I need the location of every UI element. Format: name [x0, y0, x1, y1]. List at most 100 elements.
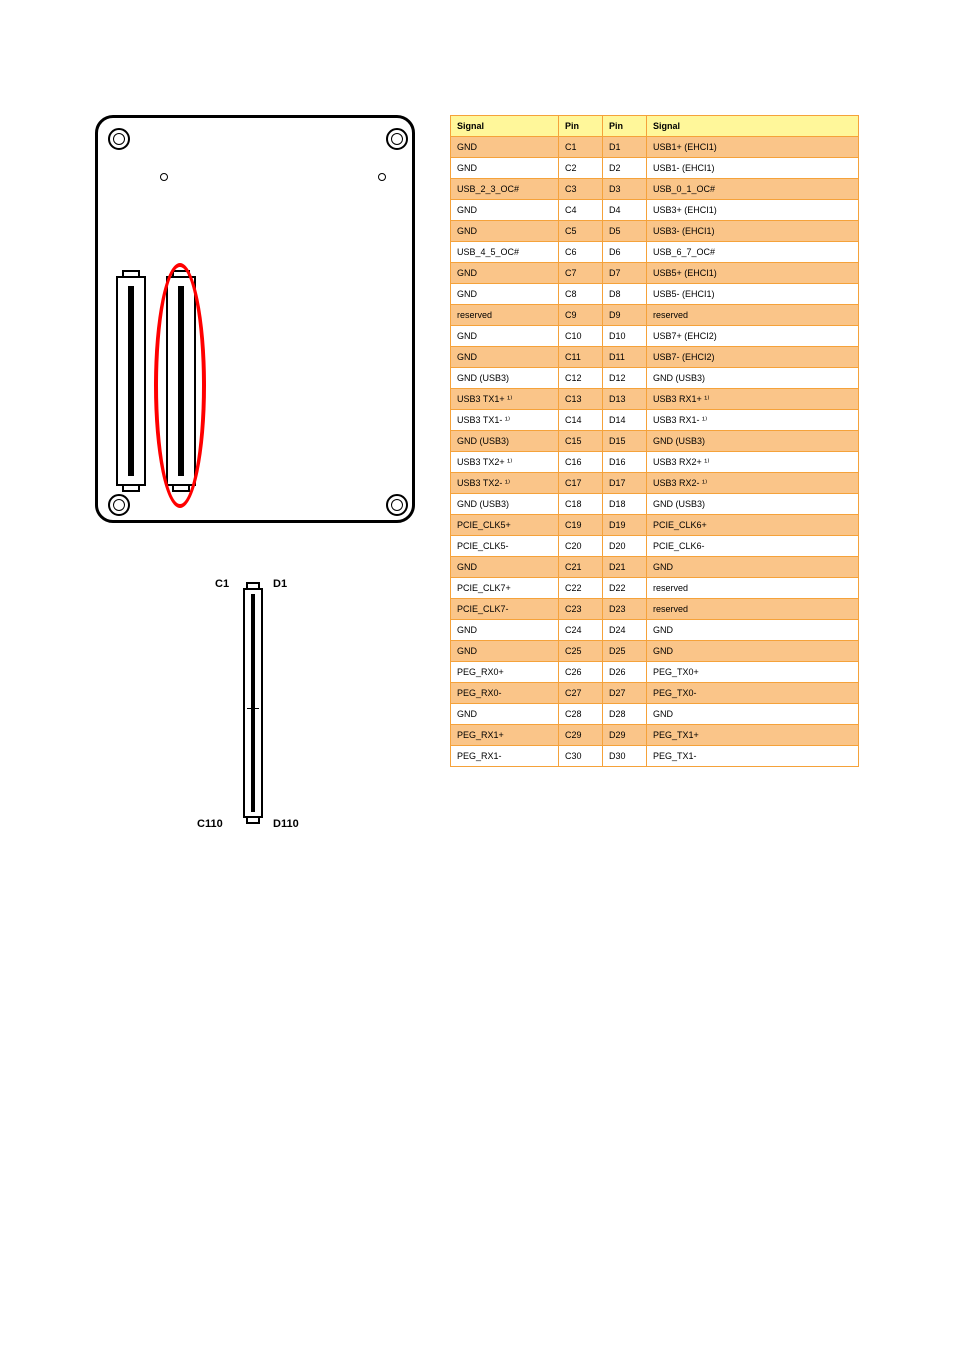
table-row: GNDC4D4USB3+ (EHCI1) — [451, 200, 859, 221]
table-cell: PEG_RX1+ — [451, 725, 559, 746]
table-cell: USB3 RX2- ¹⁾ — [647, 473, 859, 494]
table-cell: D4 — [603, 200, 647, 221]
pin-label: D110 — [273, 818, 299, 830]
left-column: C1 D1 C110 D110 — [95, 115, 435, 868]
table-cell: PEG_TX1+ — [647, 725, 859, 746]
table-cell: PCIE_CLK6+ — [647, 515, 859, 536]
table-row: USB_4_5_OC#C6D6USB_6_7_OC# — [451, 242, 859, 263]
table-row: PCIE_CLK7-C23D23reserved — [451, 599, 859, 620]
mounting-hole-icon — [108, 494, 130, 516]
table-row: GNDC2D2USB1- (EHCI1) — [451, 158, 859, 179]
table-cell: GND (USB3) — [451, 368, 559, 389]
table-cell: GND — [451, 200, 559, 221]
table-cell: reserved — [647, 599, 859, 620]
table-row: GND (USB3)C15D15GND (USB3) — [451, 431, 859, 452]
table-cell: USB3+ (EHCI1) — [647, 200, 859, 221]
table-cell: PCIE_CLK6- — [647, 536, 859, 557]
pin-label: D1 — [273, 578, 287, 590]
table-cell: D8 — [603, 284, 647, 305]
table-cell: USB3 TX1+ ¹⁾ — [451, 389, 559, 410]
pin-label: C110 — [197, 818, 223, 830]
table-cell: USB_4_5_OC# — [451, 242, 559, 263]
table-cell: GND (USB3) — [647, 368, 859, 389]
table-cell: D21 — [603, 557, 647, 578]
table-cell: C17 — [559, 473, 603, 494]
table-cell: USB7- (EHCI2) — [647, 347, 859, 368]
table-cell: GND — [647, 704, 859, 725]
page: C1 D1 C110 D110 Signal Pin Pin Signal GN… — [0, 0, 954, 1350]
table-cell: GND — [647, 557, 859, 578]
table-cell: GND — [451, 137, 559, 158]
table-cell: USB3 RX1+ ¹⁾ — [647, 389, 859, 410]
table-cell: D11 — [603, 347, 647, 368]
table-cell: PCIE_CLK7+ — [451, 578, 559, 599]
table-row: USB_2_3_OC#C3D3USB_0_1_OC# — [451, 179, 859, 200]
table-cell: GND — [451, 158, 559, 179]
table-cell: USB3- (EHCI1) — [647, 221, 859, 242]
table-row: GND (USB3)C18D18GND (USB3) — [451, 494, 859, 515]
table-cell: D17 — [603, 473, 647, 494]
table-row: PEG_RX1+C29D29PEG_TX1+ — [451, 725, 859, 746]
table-cell: USB3 TX2- ¹⁾ — [451, 473, 559, 494]
table-row: PCIE_CLK5-C20D20PCIE_CLK6- — [451, 536, 859, 557]
pinout-table: Signal Pin Pin Signal GNDC1D1USB1+ (EHCI… — [450, 115, 859, 767]
table-cell: C25 — [559, 641, 603, 662]
table-row: GNDC11D11USB7- (EHCI2) — [451, 347, 859, 368]
table-cell: C12 — [559, 368, 603, 389]
table-cell: USB_2_3_OC# — [451, 179, 559, 200]
table-header-cell: Signal — [451, 116, 559, 137]
table-cell: D20 — [603, 536, 647, 557]
table-row: GNDC24D24GND — [451, 620, 859, 641]
table-cell: PEG_RX1- — [451, 746, 559, 767]
table-cell: D16 — [603, 452, 647, 473]
table-cell: USB_0_1_OC# — [647, 179, 859, 200]
table-cell: PEG_RX0+ — [451, 662, 559, 683]
table-cell: D13 — [603, 389, 647, 410]
pcb-outline — [95, 115, 415, 523]
table-cell: C6 — [559, 242, 603, 263]
table-cell: GND — [451, 284, 559, 305]
table-row: reservedC9D9reserved — [451, 305, 859, 326]
table-cell: USB1+ (EHCI1) — [647, 137, 859, 158]
table-row: PCIE_CLK7+C22D22reserved — [451, 578, 859, 599]
table-row: PEG_RX1-C30D30PEG_TX1- — [451, 746, 859, 767]
table-cell: C10 — [559, 326, 603, 347]
table-header-cell: Pin — [559, 116, 603, 137]
table-cell: D26 — [603, 662, 647, 683]
table-cell: D27 — [603, 683, 647, 704]
table-cell: D15 — [603, 431, 647, 452]
table-cell: GND — [647, 641, 859, 662]
table-cell: USB3 TX2+ ¹⁾ — [451, 452, 559, 473]
table-cell: C8 — [559, 284, 603, 305]
table-cell: C14 — [559, 410, 603, 431]
table-cell: C26 — [559, 662, 603, 683]
table-cell: GND — [451, 263, 559, 284]
connector-pin-drawing: C1 D1 C110 D110 — [95, 568, 415, 868]
table-cell: reserved — [647, 305, 859, 326]
table-row: GNDC10D10USB7+ (EHCI2) — [451, 326, 859, 347]
table-row: GNDC5D5USB3- (EHCI1) — [451, 221, 859, 242]
table-cell: C18 — [559, 494, 603, 515]
columns: C1 D1 C110 D110 Signal Pin Pin Signal GN… — [95, 115, 859, 868]
table-cell: C21 — [559, 557, 603, 578]
table-cell: PEG_TX0+ — [647, 662, 859, 683]
table-row: USB3 TX1- ¹⁾C14D14USB3 RX1- ¹⁾ — [451, 410, 859, 431]
table-cell: D9 — [603, 305, 647, 326]
table-cell: D23 — [603, 599, 647, 620]
table-cell: D14 — [603, 410, 647, 431]
table-cell: C23 — [559, 599, 603, 620]
table-row: GNDC25D25GND — [451, 641, 859, 662]
table-cell: C27 — [559, 683, 603, 704]
right-column: Signal Pin Pin Signal GNDC1D1USB1+ (EHCI… — [450, 115, 859, 767]
table-cell: reserved — [451, 305, 559, 326]
table-cell: C1 — [559, 137, 603, 158]
table-cell: GND — [451, 620, 559, 641]
table-cell: USB3 RX1- ¹⁾ — [647, 410, 859, 431]
table-cell: C9 — [559, 305, 603, 326]
table-cell: GND — [451, 347, 559, 368]
table-cell: D29 — [603, 725, 647, 746]
connector-icon — [166, 276, 196, 486]
table-cell: C16 — [559, 452, 603, 473]
table-cell: C19 — [559, 515, 603, 536]
table-row: PEG_RX0+C26D26PEG_TX0+ — [451, 662, 859, 683]
